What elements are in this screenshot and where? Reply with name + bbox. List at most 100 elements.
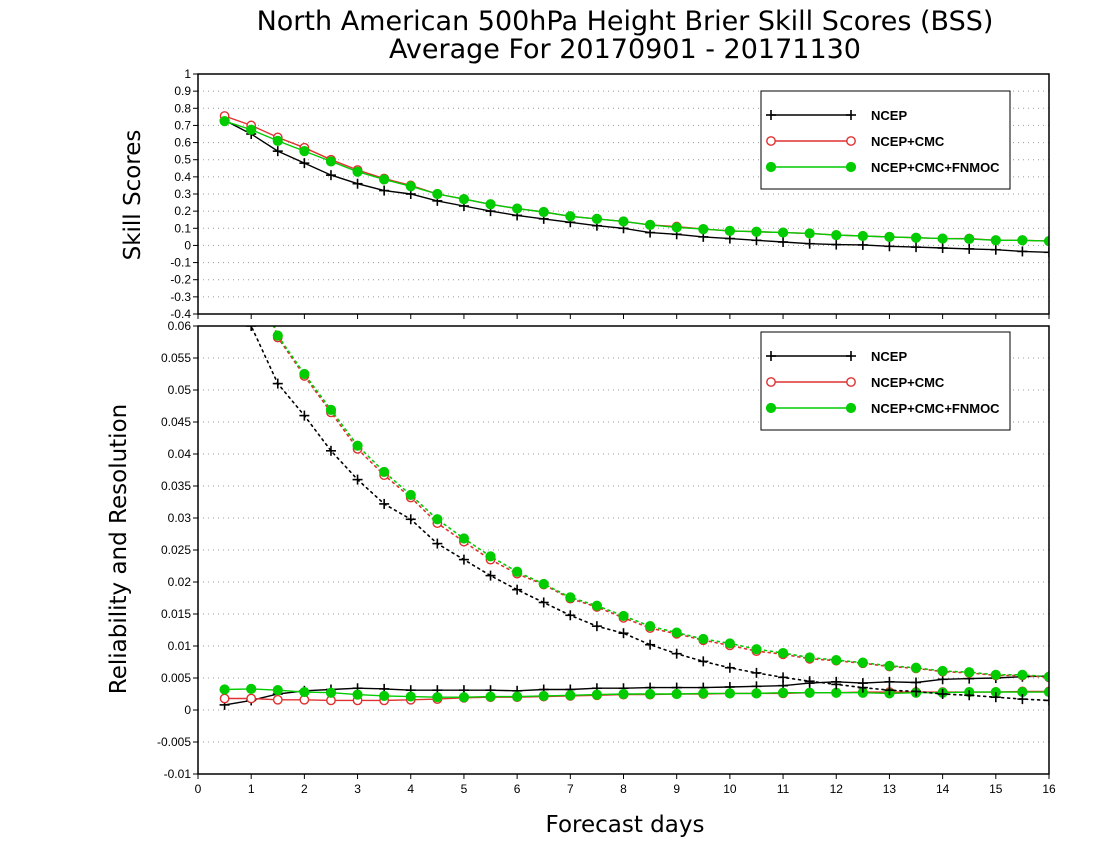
panel-2: -0.01 -0.005 0 0.005 0.01 0.015 0.02 0.025 0.03 0… (157, 130, 1056, 796)
legend-marker (846, 136, 856, 146)
data-point-ncep-cmc-fnmoc (246, 124, 257, 135)
data-point-ncep-cmc-fnmoc (591, 689, 603, 700)
data-point-ncep (246, 326, 257, 331)
data-point-ncep-cmc-fnmoc (671, 688, 682, 700)
data-point-ncep (937, 689, 948, 699)
data-point-ncep-cmc-fnmoc (299, 146, 310, 157)
x-tick-label: 0 (195, 782, 202, 796)
data-point-ncep-cmc-fnmoc (751, 688, 762, 699)
data-point-ncep-cmc (272, 694, 283, 705)
data-point-ncep-cmc-fnmoc (910, 232, 922, 243)
legend-label: NCEP+CMC+FNMOC (871, 160, 1000, 175)
y-tick-label: 0.04 (168, 447, 192, 461)
data-point-ncep (618, 628, 629, 639)
data-point-ncep (538, 597, 549, 608)
data-point-ncep-cmc-fnmoc (352, 689, 363, 700)
y-tick-label: 0.6 (174, 136, 191, 150)
data-point-ncep-cmc-fnmoc (405, 691, 416, 702)
legend-label: NCEP (871, 108, 907, 123)
chart-title-line1: North American 500hPa Height Brier Skill… (257, 6, 994, 37)
data-point-ncep (911, 677, 922, 688)
data-point-ncep (325, 445, 336, 456)
data-point-ncep-cmc-fnmoc (458, 533, 470, 544)
legend-marker (765, 161, 777, 173)
data-point-ncep (937, 243, 948, 253)
data-point-ncep (512, 584, 523, 595)
data-point-ncep (804, 238, 815, 249)
data-point-ncep (751, 667, 762, 678)
data-point-ncep-cmc-fnmoc (379, 690, 390, 702)
data-point-ncep-cmc-fnmoc (698, 688, 709, 699)
data-point-ncep (911, 242, 922, 253)
legend-marker (765, 402, 777, 414)
y-tick-label: 0.025 (161, 543, 191, 557)
data-point-ncep-cmc-fnmoc (777, 227, 789, 238)
y-tick-label: -0.1 (170, 256, 191, 270)
data-point-ncep (1017, 246, 1028, 257)
y-tick-label: 0.01 (168, 639, 192, 653)
data-point-ncep-cmc-fnmoc (219, 684, 230, 695)
data-point-ncep-cmc-fnmoc (565, 592, 576, 603)
data-point-ncep (884, 241, 895, 252)
data-point-ncep-cmc-fnmoc (857, 657, 868, 668)
y-tick-label: 0.015 (161, 607, 191, 621)
data-point-ncep-cmc-fnmoc (458, 692, 470, 703)
y-tick-label: 0.045 (161, 415, 191, 429)
x-tick-label: 5 (461, 782, 468, 796)
data-point-ncep-cmc-fnmoc (644, 621, 656, 632)
y-tick-label: -0.3 (170, 290, 191, 304)
y-tick-label: 0.1 (174, 221, 191, 235)
y-tick-label: 1 (184, 67, 191, 81)
data-point-ncep (990, 692, 1001, 703)
y-tick-label: 0.8 (174, 101, 191, 115)
data-point-ncep-cmc-fnmoc (644, 219, 656, 230)
data-point-ncep-cmc-fnmoc (538, 690, 549, 702)
data-point-ncep-cmc-fnmoc (698, 224, 709, 235)
data-point-ncep-cmc-fnmoc (538, 578, 549, 590)
x-tick-label: 13 (883, 782, 897, 796)
legend-marker (846, 377, 856, 387)
data-point-ncep (804, 676, 815, 687)
data-point-ncep-cmc-fnmoc (432, 514, 443, 525)
x-tick-label: 15 (989, 782, 1003, 796)
data-point-ncep-cmc-fnmoc (299, 686, 310, 698)
data-point-ncep (405, 514, 416, 525)
data-point-ncep (272, 146, 283, 157)
data-point-ncep-cmc-fnmoc (990, 235, 1001, 246)
y-tick-label: 0.5 (174, 153, 191, 167)
data-point-ncep (857, 682, 868, 693)
data-point-ncep-cmc-fnmoc (884, 231, 895, 242)
y-tick-label: 0.02 (168, 575, 192, 589)
data-point-ncep-cmc-fnmoc (246, 683, 257, 694)
data-point-ncep-cmc-fnmoc (884, 660, 895, 671)
y-tick-label: 0.2 (174, 204, 191, 218)
series-group (219, 111, 1049, 258)
data-point-ncep-cmc-fnmoc (485, 199, 496, 210)
legend-box (760, 90, 1011, 190)
data-point-ncep (1044, 695, 1049, 706)
legend-marker (845, 402, 857, 414)
legend: NCEP NCEP+CMC NCEP+CMC+FNMOC (760, 331, 1011, 431)
x-tick-label: 7 (567, 782, 574, 796)
data-point-ncep-cmc-fnmoc (538, 206, 549, 218)
data-point-ncep-cmc-fnmoc (405, 489, 416, 501)
data-point-ncep-cmc-fnmoc (937, 665, 948, 677)
data-point-ncep (458, 554, 469, 565)
y-tick-label: 0.055 (161, 351, 191, 365)
data-point-ncep-cmc-fnmoc (1017, 669, 1028, 680)
data-point-ncep (1044, 247, 1049, 258)
data-point-ncep (778, 237, 789, 247)
data-point-ncep-cmc-fnmoc (857, 230, 868, 242)
bottom-panel-y-axis-label: Reliability and Resolution (106, 404, 132, 694)
data-point-ncep-cmc-fnmoc (432, 692, 443, 703)
legend-marker (766, 351, 776, 361)
data-point-ncep (432, 538, 443, 549)
data-point-ncep-cmc-fnmoc (1017, 235, 1028, 246)
data-point-ncep (990, 244, 1001, 255)
data-point-ncep-cmc-fnmoc (751, 226, 762, 237)
data-point-ncep-cmc (220, 130, 228, 138)
data-point-ncep-cmc-fnmoc (777, 687, 789, 698)
y-tick-label: 0.3 (174, 187, 191, 201)
y-tick-label: 0.05 (168, 383, 192, 397)
